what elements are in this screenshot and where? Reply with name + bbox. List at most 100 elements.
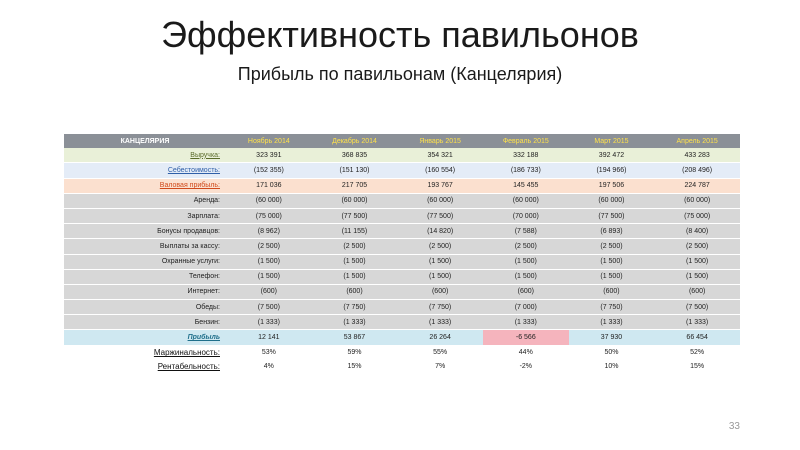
row-sales-bonuses: Бонусы продавцов: (8 962) (11 155) (14 820)… — [64, 223, 740, 240]
table-cell: (7 750) — [311, 299, 398, 316]
table-cell: (1 500) — [568, 269, 655, 285]
row-margin: Маржинальность: 53% 59% 55% 44% 50% 52% — [64, 345, 740, 360]
table-cell: 53% — [226, 345, 312, 360]
table-cell: (60 000) — [482, 193, 569, 209]
table-cell: (2 500) — [311, 238, 398, 255]
table-cell: (1 333) — [226, 314, 312, 331]
table-cell: (7 000) — [482, 299, 569, 316]
table-cell: (1 333) — [654, 314, 740, 331]
table-cell: (1 500) — [654, 254, 740, 270]
table-cell: (60 000) — [226, 193, 312, 209]
table-cell: (194 966) — [568, 162, 655, 179]
table-cell: 323 391 — [226, 148, 312, 164]
table-cell: 354 321 — [397, 148, 483, 164]
row-label: Рентабельность: — [64, 359, 226, 374]
row-label: Бонусы продавцов: — [64, 223, 226, 240]
header-month: Февраль 2015 — [482, 134, 569, 149]
table-cell: 433 283 — [654, 148, 740, 164]
slide-title: Эффективность павильонов — [161, 14, 639, 55]
table-cell: (600) — [568, 284, 655, 301]
table-cell: (77 500) — [397, 208, 483, 225]
row-internet: Интернет: (600) (600) (600) (600) (600) (600) — [64, 284, 740, 301]
table-cell: 145 455 — [482, 178, 569, 194]
table-cell: (2 500) — [397, 238, 483, 255]
table-cell: 224 787 — [654, 178, 740, 194]
table-cell: (2 500) — [654, 238, 740, 255]
row-profitability: Рентабельность: 4% 15% 7% -2% 10% 15% — [64, 359, 740, 374]
table-body: Выручка: 323 391 368 835 354 321 332 188 392 … — [64, 148, 740, 374]
table-cell: (1 500) — [568, 254, 655, 270]
table-cell: (1 500) — [311, 269, 398, 285]
table-cell: (600) — [311, 284, 398, 301]
table-cell: (1 333) — [482, 314, 569, 331]
table-cell: (70 000) — [482, 208, 569, 225]
row-label: Маржинальность: — [64, 345, 226, 360]
table-cell: (160 554) — [397, 162, 483, 179]
table-cell: 12 141 — [226, 329, 312, 346]
table-cell: (8 962) — [226, 223, 312, 240]
header-category: КАНЦЕЛЯРИЯ — [64, 134, 226, 149]
row-profit: Прибыль 12 141 53 867 26 264 -6 566 37 930 66 … — [64, 329, 740, 346]
table-cell: (60 000) — [568, 193, 655, 209]
table-cell: (75 000) — [226, 208, 312, 225]
row-label: Телефон: — [64, 269, 226, 285]
table-cell: (1 333) — [311, 314, 398, 331]
table-cell: 197 506 — [568, 178, 655, 194]
table-cell: (7 750) — [397, 299, 483, 316]
row-label: Обеды: — [64, 299, 226, 316]
table-cell: 392 472 — [568, 148, 655, 164]
row-lunches: Обеды: (7 500) (7 750) (7 750) (7 000) (7 750… — [64, 299, 740, 316]
table-cell: 37 930 — [568, 329, 655, 346]
table-cell: (60 000) — [311, 193, 398, 209]
table-cell: 50% — [568, 345, 655, 360]
table-cell: (2 500) — [226, 238, 312, 255]
table-cell: (152 355) — [226, 162, 312, 179]
page-number: 33 — [728, 421, 740, 432]
header-month: Апрель 2015 — [654, 134, 740, 149]
table-cell: (1 500) — [482, 269, 569, 285]
row-label: Прибыль — [64, 329, 226, 346]
slide-subtitle: Прибыль по павильонам (Канцелярия) — [237, 64, 563, 84]
table-header-row: КАНЦЕЛЯРИЯ Ноябрь 2014 Декабрь 2014 Янва… — [64, 134, 740, 149]
table-cell: 368 835 — [311, 148, 398, 164]
table-cell: (600) — [654, 284, 740, 301]
table-cell: 44% — [482, 345, 569, 360]
table-cell: (6 893) — [568, 223, 655, 240]
table-cell: 59% — [311, 345, 398, 360]
table-cell: (1 500) — [654, 269, 740, 285]
table-cell: (7 500) — [654, 299, 740, 316]
table-cell: (77 500) — [568, 208, 655, 225]
table-cell: 332 188 — [482, 148, 569, 164]
table-cell: 66 454 — [654, 329, 740, 346]
table-cell: (7 588) — [482, 223, 569, 240]
row-salary: Зарплата: (75 000) (77 500) (77 500) (70 000… — [64, 208, 740, 225]
table-cell: 171 036 — [226, 178, 312, 194]
table-cell: (60 000) — [654, 193, 740, 209]
table-cell: (1 500) — [226, 269, 312, 285]
table-cell: 55% — [397, 345, 483, 360]
profit-table: КАНЦЕЛЯРИЯ Ноябрь 2014 Декабрь 2014 Янва… — [64, 134, 740, 374]
table-cell: (14 820) — [397, 223, 483, 240]
table-cell: (600) — [226, 284, 312, 301]
row-rent: Аренда: (60 000) (60 000) (60 000) (60 000)(… — [64, 193, 740, 209]
table-cell: (75 000) — [654, 208, 740, 225]
row-label: Охранные услуги: — [64, 254, 226, 270]
header-month: Январь 2015 — [397, 134, 483, 149]
row-gross-profit: Валовая прибыль: 171 036 217 705 193 767 145… — [64, 178, 740, 194]
row-label: Выручка: — [64, 148, 226, 164]
row-fuel: Бензин: (1 333) (1 333) (1 333) (1 333) (1 33… — [64, 314, 740, 331]
row-security: Охранные услуги: (1 500) (1 500) (1 500) (1 … — [64, 254, 740, 270]
row-label: Аренда: — [64, 193, 226, 209]
row-label: Себестоимость: — [64, 162, 226, 179]
table-cell: (2 500) — [482, 238, 569, 255]
row-label: Валовая прибыль: — [64, 178, 226, 194]
table-cell: 193 767 — [397, 178, 483, 194]
table-cell: 10% — [568, 359, 655, 374]
row-label: Интернет: — [64, 284, 226, 301]
table-cell: (151 130) — [311, 162, 398, 179]
table-cell: (60 000) — [397, 193, 483, 209]
header-month: Декабрь 2014 — [311, 134, 398, 149]
table-cell: (600) — [397, 284, 483, 301]
row-label: Зарплата: — [64, 208, 226, 225]
table-cell: -6 566 — [482, 329, 569, 346]
